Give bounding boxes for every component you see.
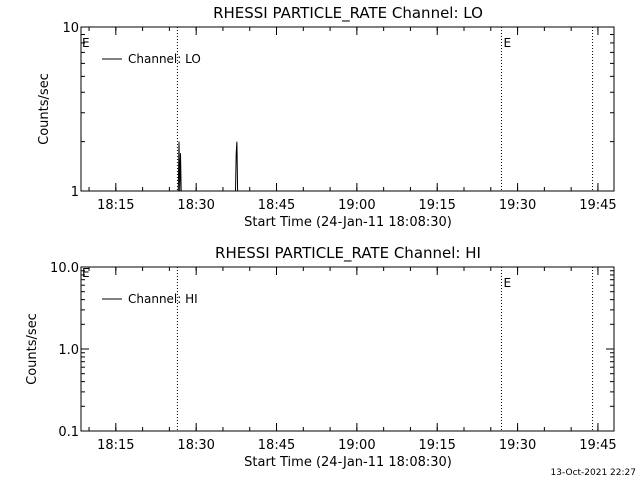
- corner-e-label: E: [82, 36, 90, 50]
- x-tick-label: 19:30: [499, 198, 536, 213]
- y-tick-label: 10.0: [50, 261, 79, 276]
- chart-title: RHESSI PARTICLE_RATE Channel: HI: [215, 244, 481, 263]
- x-tick-label: 18:45: [258, 198, 295, 213]
- x-tick-label: 19:00: [338, 198, 375, 213]
- chart-title: RHESSI PARTICLE_RATE Channel: LO: [213, 4, 483, 23]
- corner-e-label: E: [82, 266, 90, 280]
- y-tick-label: 10: [62, 21, 79, 36]
- x-tick-label: 18:45: [258, 438, 295, 453]
- x-tick-label: 18:30: [177, 438, 214, 453]
- y-axis-label: Counts/sec: [37, 73, 52, 145]
- series-line: [177, 141, 239, 192]
- lo-channel-panel: RHESSI PARTICLE_RATE Channel: LO Start T…: [37, 4, 617, 230]
- x-tick-label: 18:15: [97, 198, 134, 213]
- y-tick-label: 1: [71, 185, 79, 200]
- x-tick-label: 19:15: [418, 438, 455, 453]
- x-tick-label: 19:45: [579, 438, 616, 453]
- time-marker-label: E: [504, 276, 512, 290]
- x-axis-label: Start Time (24-Jan-11 18:08:30): [244, 215, 452, 230]
- x-tick-label: 18:30: [177, 198, 214, 213]
- legend-label: Channel: HI: [128, 292, 198, 306]
- hi-channel-panel: RHESSI PARTICLE_RATE Channel: HI Start T…: [25, 244, 617, 470]
- footer-timestamp: 13-Oct-2021 22:27: [551, 468, 636, 478]
- x-tick-label: 18:15: [97, 438, 134, 453]
- x-tick-label: 19:15: [418, 198, 455, 213]
- y-tick-label: 1.0: [58, 343, 79, 358]
- y-axis-label: Counts/sec: [25, 313, 40, 385]
- time-marker-label: E: [504, 36, 512, 50]
- x-tick-label: 19:30: [499, 438, 536, 453]
- x-axis-label: Start Time (24-Jan-11 18:08:30): [244, 455, 452, 470]
- x-tick-label: 19:00: [338, 438, 375, 453]
- y-tick-label: 0.1: [58, 425, 79, 440]
- x-tick-label: 19:45: [579, 198, 616, 213]
- plot-frame: [80, 26, 615, 192]
- legend-label: Channel: LO: [128, 52, 201, 66]
